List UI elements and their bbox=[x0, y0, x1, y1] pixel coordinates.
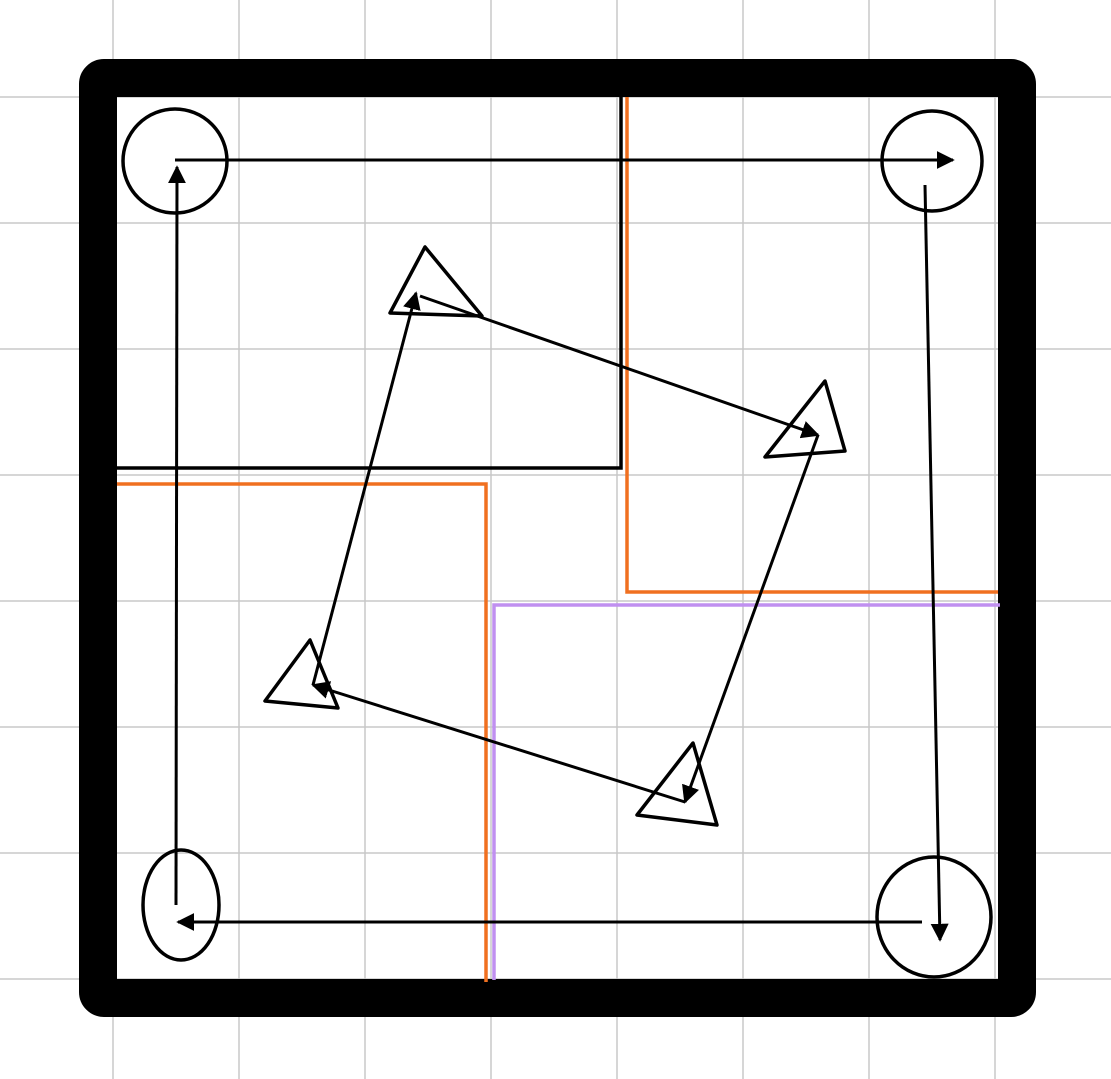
arrows bbox=[167, 151, 955, 942]
circles bbox=[121, 107, 993, 979]
orange-region bbox=[625, 97, 998, 594]
triangle bbox=[635, 741, 719, 827]
arrow bbox=[419, 294, 820, 439]
frame bbox=[79, 59, 1036, 1017]
orange-region bbox=[117, 482, 488, 982]
circle bbox=[875, 855, 993, 979]
arrow bbox=[311, 681, 686, 804]
triangle bbox=[388, 245, 484, 318]
triangles bbox=[263, 245, 847, 827]
circle bbox=[141, 848, 221, 962]
arrow bbox=[923, 184, 949, 942]
purple-region bbox=[492, 603, 1000, 980]
arrow bbox=[682, 434, 820, 804]
arrow bbox=[167, 165, 186, 906]
triangle bbox=[263, 638, 340, 710]
triangle bbox=[763, 379, 847, 459]
arrow bbox=[311, 291, 421, 686]
black-region bbox=[117, 97, 623, 470]
